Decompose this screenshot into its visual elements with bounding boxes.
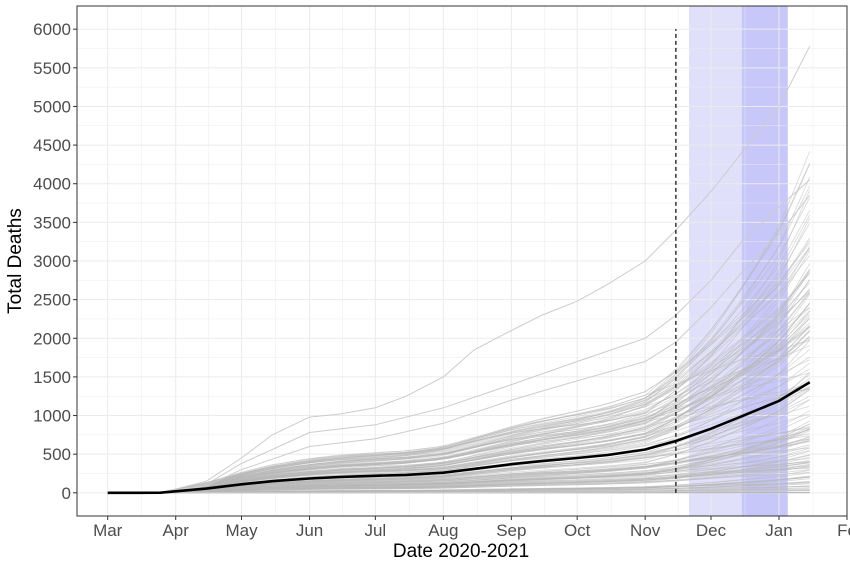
mean-line-group — [107, 381, 811, 495]
simulation-line — [107, 338, 810, 494]
y-axis-ticks: 0 500 1000 1500 2000 2500 3000 3500 4000 4500 5000… — [33, 20, 77, 503]
simulation-line — [107, 464, 810, 494]
x-tick-label: Jun — [296, 521, 323, 540]
y-tick-label: 1500 — [33, 368, 71, 387]
simulation-line — [107, 268, 811, 494]
simulation-line — [107, 450, 810, 494]
simulation-line — [107, 423, 810, 494]
simulation-line-simulation-min — [107, 490, 810, 494]
y-tick-label: 4500 — [33, 136, 71, 155]
y-axis-title: Total Deaths — [5, 208, 26, 314]
simulation-line — [107, 389, 810, 494]
x-tick-label: Mar — [93, 521, 123, 540]
x-axis-title: Date 2020-2021 — [393, 541, 529, 562]
simulation-line — [107, 336, 810, 494]
x-tick-label: Aug — [428, 521, 458, 540]
x-tick-label: May — [225, 521, 258, 540]
simulation-line — [107, 440, 810, 494]
y-tick-label: 5500 — [33, 59, 71, 78]
x-tick-label: Nov — [630, 521, 661, 540]
y-tick-label: 2500 — [33, 291, 71, 310]
x-tick-label: Jan — [765, 521, 792, 540]
y-tick-label: 4000 — [33, 175, 71, 194]
simulation-line-simulation-high — [107, 194, 811, 494]
x-tick-label: Jul — [364, 521, 386, 540]
simulation-line-simulation-high — [107, 179, 811, 494]
x-axis-ticks: Mar Apr May Jun Jul Aug Sep Oct Nov Dec Jan Fe — [93, 516, 850, 540]
y-tick-label: 500 — [43, 445, 71, 464]
simulation-line-simulation-max — [107, 45, 811, 494]
x-tick-label: Sep — [496, 521, 526, 540]
simulation-line — [107, 293, 811, 494]
y-tick-label: 1000 — [33, 407, 71, 426]
simulation-line — [107, 469, 810, 494]
y-tick-label: 5000 — [33, 97, 71, 116]
y-tick-label: 3500 — [33, 213, 71, 232]
x-tick-label: Oct — [564, 521, 591, 540]
x-tick-label: Fe — [837, 521, 850, 540]
mean-line — [107, 381, 811, 495]
y-tick-label: 3000 — [33, 252, 71, 271]
y-tick-label: 0 — [62, 484, 71, 503]
x-tick-label: Apr — [162, 521, 189, 540]
y-tick-label: 2000 — [33, 329, 71, 348]
simulation-line — [107, 326, 810, 494]
y-tick-label: 6000 — [33, 20, 71, 39]
x-tick-label: Dec — [696, 521, 727, 540]
